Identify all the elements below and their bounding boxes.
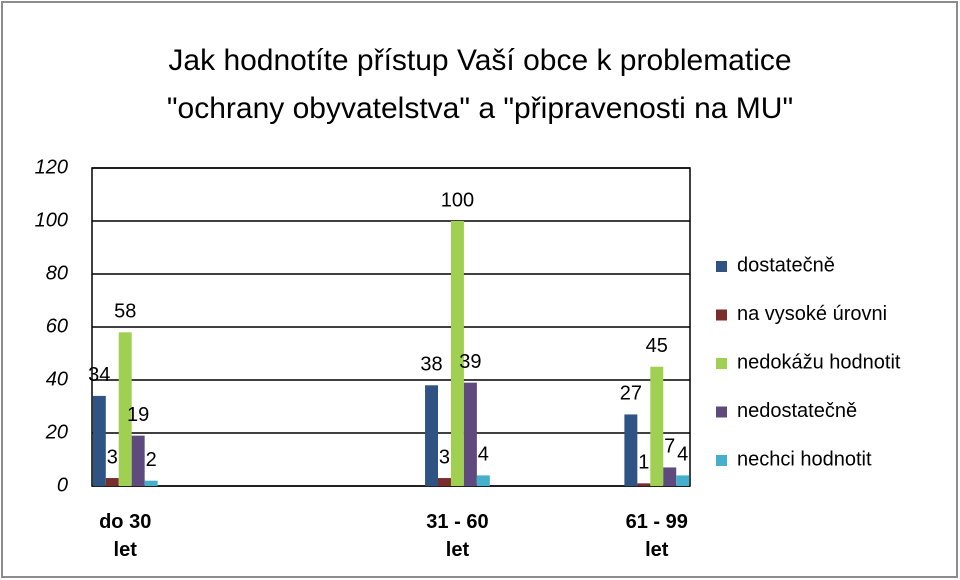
x-tick-label: 31 - 60 let	[426, 511, 489, 561]
bar	[637, 483, 651, 486]
data-label: 58	[114, 301, 136, 323]
y-tick-label: 80	[46, 262, 68, 284]
y-tick-label: 60	[46, 315, 68, 337]
legend-swatch	[716, 309, 727, 321]
y-tick-label: 20	[45, 421, 68, 443]
y-tick-label: 40	[46, 368, 68, 390]
legend-label: nedostatečně	[737, 400, 857, 422]
data-label: 4	[677, 444, 688, 466]
chart-title: "ochrany obyvatelstva" a "připravenosti …	[167, 92, 793, 125]
x-tick-label: 61 - 99 let	[625, 511, 688, 561]
bar	[450, 221, 464, 486]
bar	[144, 480, 158, 486]
x-tick-label: do 30 let	[99, 511, 152, 561]
data-label: 38	[420, 354, 442, 376]
legend-swatch	[716, 358, 727, 369]
data-label: 39	[459, 351, 481, 373]
data-label: 27	[620, 383, 642, 405]
bar	[463, 382, 477, 486]
data-label: 1	[638, 452, 649, 474]
legend-label: dostatečně	[737, 254, 835, 276]
chart-title: Jak hodnotíte přístup Vaší obce k proble…	[168, 44, 791, 77]
data-label: 100	[441, 189, 474, 211]
data-label: 3	[107, 446, 118, 468]
data-label: 19	[127, 404, 149, 426]
data-label: 4	[478, 444, 489, 466]
bar	[105, 478, 119, 486]
bar	[624, 414, 638, 486]
legend-swatch	[716, 261, 727, 272]
legend-label: na vysoké úrovni	[737, 303, 887, 325]
data-label: 3	[439, 446, 450, 468]
plot-border	[91, 167, 691, 487]
bar	[676, 475, 690, 486]
y-tick-label: 100	[35, 209, 68, 231]
data-label: 34	[88, 364, 110, 386]
bar	[476, 475, 490, 486]
legend-label: nedokážu hodnotit	[737, 351, 901, 373]
legend-swatch	[716, 406, 727, 418]
y-tick-label: 0	[57, 474, 68, 496]
bar	[131, 435, 145, 486]
bar	[92, 395, 106, 486]
bar	[425, 385, 439, 486]
y-tick-label: 120	[35, 156, 68, 178]
legend-label: nechci hodnotit	[737, 448, 872, 470]
data-label: 7	[664, 436, 675, 458]
bar	[438, 478, 451, 486]
data-label: 2	[146, 449, 157, 471]
bar	[118, 332, 132, 486]
bar	[650, 366, 664, 486]
data-label: 45	[646, 335, 668, 357]
bar	[663, 467, 677, 486]
legend-swatch	[716, 455, 727, 466]
